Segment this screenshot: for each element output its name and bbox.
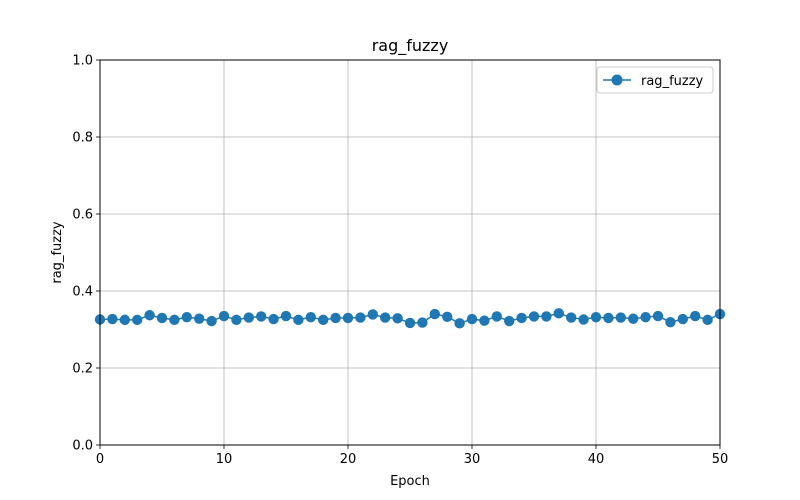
- data-point: [504, 315, 515, 327]
- data-point: [194, 313, 205, 324]
- x-tick-label: 20: [340, 452, 357, 467]
- x-tick-label: 30: [464, 452, 481, 467]
- x-tick-label: 50: [712, 452, 729, 467]
- grid-layer: [99, 59, 721, 446]
- data-point: [454, 318, 465, 329]
- y-tick-label: 0.8: [72, 131, 93, 146]
- data-point: [665, 316, 676, 328]
- data-point: [590, 311, 602, 323]
- data-point: [429, 308, 440, 320]
- data-point: [702, 314, 713, 326]
- data-point: [293, 314, 304, 326]
- data-point: [318, 314, 329, 326]
- data-point: [566, 312, 577, 323]
- data-point: [243, 312, 254, 323]
- data-point: [466, 313, 478, 325]
- data-point: [144, 310, 155, 321]
- data-point: [417, 317, 428, 328]
- data-point: [181, 311, 192, 323]
- data-point: [553, 308, 564, 319]
- data-point: [516, 312, 527, 324]
- y-axis-label: rag_fuzzy: [50, 221, 65, 284]
- data-point: [479, 315, 490, 326]
- data-point: [280, 310, 292, 322]
- y-tick-label: 0.2: [72, 362, 93, 377]
- data-point: [132, 314, 143, 326]
- x-tick-label: 10: [216, 452, 233, 467]
- data-point: [218, 310, 230, 322]
- data-point: [677, 313, 688, 325]
- y-tick-label: 0.0: [72, 439, 93, 454]
- x-axis-label: Epoch: [390, 474, 430, 489]
- data-point: [342, 312, 354, 324]
- series-layer: [94, 308, 726, 329]
- y-tick-label: 1.0: [72, 54, 93, 69]
- data-point: [640, 311, 651, 323]
- y-tick-label: 0.4: [72, 285, 93, 300]
- data-point: [305, 311, 316, 323]
- data-point: [690, 310, 701, 322]
- legend-box: [596, 66, 714, 94]
- data-point: [107, 313, 118, 325]
- data-point: [169, 314, 180, 326]
- legend-entry-label: rag_fuzzy: [641, 74, 704, 89]
- chart-title: rag_fuzzy: [372, 36, 449, 56]
- legend-marker-swatch: [611, 74, 623, 86]
- data-point: [528, 311, 540, 322]
- y-tick-label: 0.6: [72, 208, 93, 223]
- data-point: [392, 313, 403, 324]
- plot-frame: [99, 59, 721, 446]
- data-point: [231, 314, 242, 326]
- data-point: [256, 311, 267, 322]
- x-tick-label: 40: [588, 452, 605, 467]
- data-point: [119, 314, 130, 326]
- legend: rag_fuzzy: [596, 66, 714, 94]
- data-point: [380, 312, 391, 323]
- data-point: [491, 311, 502, 322]
- data-point: [578, 314, 589, 325]
- data-point: [404, 317, 416, 329]
- data-point: [355, 312, 366, 323]
- x-tick-label: 0: [96, 452, 104, 467]
- data-point: [156, 312, 168, 324]
- data-point: [628, 313, 639, 324]
- data-point: [206, 315, 217, 327]
- data-point: [603, 312, 614, 324]
- data-point: [652, 310, 664, 322]
- tick-layer: 0 10 20 30 40 50 0.0 0.2 0.4 0.6 0.8 1.0: [72, 54, 728, 468]
- data-point: [330, 312, 341, 324]
- data-point: [442, 311, 453, 322]
- data-point: [541, 311, 552, 322]
- data-point: [367, 309, 378, 320]
- data-point: [615, 312, 626, 323]
- data-point: [268, 313, 279, 325]
